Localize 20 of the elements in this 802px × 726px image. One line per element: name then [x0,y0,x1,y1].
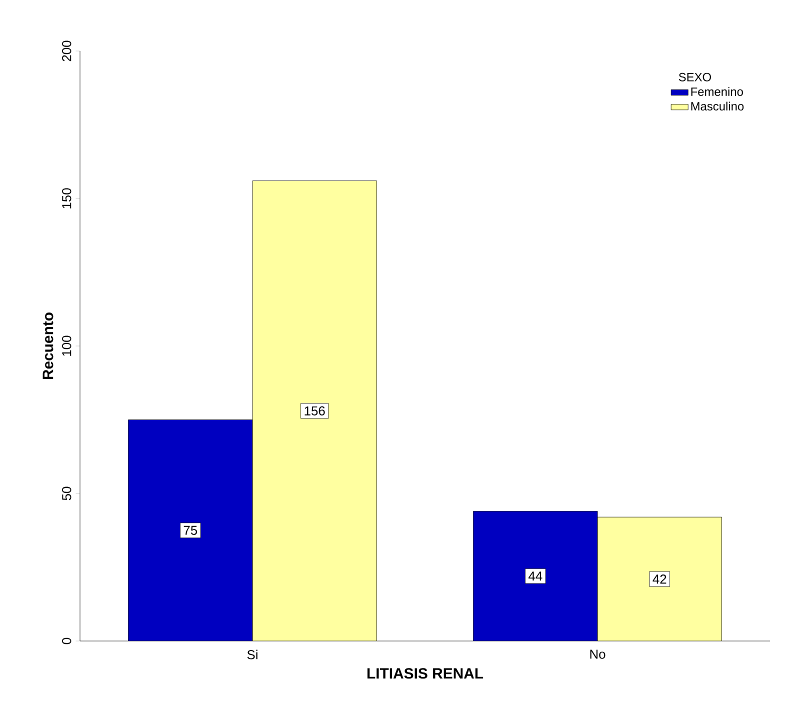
x-tick-label: Si [247,650,258,660]
data-label: 44 [528,572,542,581]
legend-label: Femenino [691,87,743,96]
y-tick-label: 50 [62,486,72,500]
x-tick-label: No [590,650,606,659]
legend-label: Masculino [691,102,744,111]
y-tick-label: 0 [62,638,72,644]
y-tick-label: 200 [62,40,72,62]
y-tick-label: 100 [62,336,72,356]
bar [128,420,253,641]
x-axis-title: LITIASIS RENAL [367,668,484,679]
y-axis-title: Recuento [42,312,54,380]
legend-title: SEXO [678,72,711,82]
y-tick-label: 150 [62,188,72,208]
data-label: 75 [184,526,198,535]
bar [473,511,598,641]
data-label: 156 [304,406,325,416]
bar [597,516,722,641]
bar [252,180,377,641]
data-label: 42 [652,574,666,584]
